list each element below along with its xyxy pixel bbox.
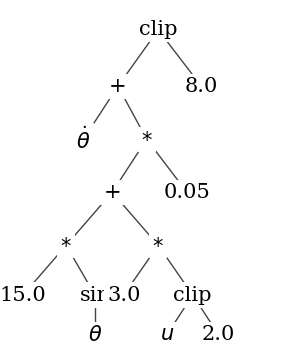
- Text: $u$: $u$: [160, 325, 174, 344]
- Text: $\theta$: $\theta$: [88, 325, 102, 345]
- Text: $\dot{\theta}$: $\dot{\theta}$: [76, 126, 91, 153]
- Text: clip: clip: [139, 20, 178, 39]
- Text: 3.0: 3.0: [107, 286, 140, 305]
- Text: 8.0: 8.0: [185, 77, 218, 96]
- Text: 15.0: 15.0: [0, 286, 47, 305]
- Text: 0.05: 0.05: [164, 183, 210, 202]
- Text: $*$: $*$: [141, 130, 153, 149]
- Text: +: +: [109, 77, 127, 96]
- Text: $*$: $*$: [60, 236, 72, 255]
- Text: +: +: [103, 183, 121, 202]
- Text: $*$: $*$: [152, 236, 164, 255]
- Text: 2.0: 2.0: [202, 325, 235, 344]
- Text: sin: sin: [79, 286, 111, 305]
- Text: clip: clip: [173, 286, 212, 305]
